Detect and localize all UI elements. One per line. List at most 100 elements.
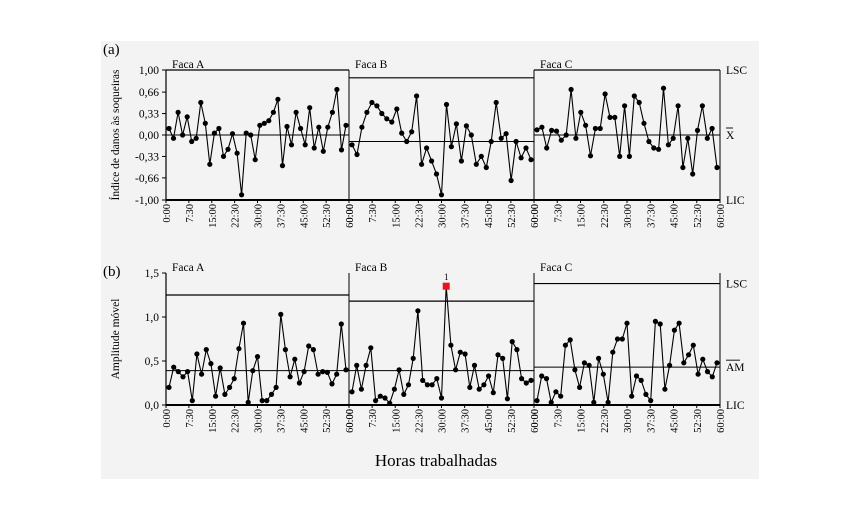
data-point	[358, 386, 364, 392]
data-point	[670, 135, 676, 141]
y-tick-label: 1,0	[145, 312, 160, 324]
data-point	[424, 145, 430, 151]
y-tick-label: 0,66	[139, 87, 159, 99]
x-tick-label: 7:30	[553, 204, 564, 223]
data-point	[573, 135, 579, 141]
data-point	[434, 376, 440, 382]
lcl-label: LIC	[726, 195, 745, 207]
data-point	[500, 355, 506, 361]
data-point	[252, 157, 258, 163]
y-tick-label: 0,33	[139, 109, 159, 121]
x-tick-label: 30:00	[623, 204, 634, 228]
data-point	[216, 125, 222, 132]
data-point	[239, 192, 245, 198]
data-point	[443, 101, 450, 108]
data-point	[486, 373, 492, 379]
data-point	[245, 399, 251, 405]
data-point	[185, 369, 191, 375]
segment-name: Faca A	[172, 262, 205, 274]
data-point	[523, 380, 529, 386]
data-point	[211, 130, 217, 136]
data-point	[543, 376, 550, 382]
data-point	[287, 374, 293, 380]
data-point	[217, 365, 223, 371]
data-point	[180, 132, 186, 138]
data-point	[478, 153, 484, 159]
data-point	[382, 395, 388, 401]
data-point	[369, 99, 375, 106]
data-point	[166, 384, 172, 390]
series-line	[536, 320, 718, 405]
data-point	[298, 125, 304, 132]
data-point	[433, 171, 440, 177]
data-point	[207, 161, 213, 167]
data-point	[578, 109, 584, 115]
data-point	[293, 109, 299, 115]
segment-name: Faca C	[540, 59, 573, 71]
data-point	[202, 120, 208, 126]
x-tick-label: 0:00	[162, 409, 173, 428]
data-point	[424, 382, 430, 388]
lcl-label: LIC	[726, 400, 745, 412]
data-point	[275, 96, 281, 102]
data-point	[311, 145, 317, 151]
x-tick-label: 0:00	[530, 204, 541, 223]
data-point	[438, 395, 445, 401]
x-tick-label: 15:00	[208, 409, 219, 433]
data-point	[508, 177, 514, 184]
x-tick-label: 15:00	[577, 409, 588, 433]
data-point	[467, 384, 473, 390]
x-tick-label: 60:00	[530, 409, 541, 433]
x-tick-label: 52:30	[693, 409, 704, 433]
data-point	[665, 142, 672, 148]
x-tick-label: 45:00	[670, 409, 681, 433]
x-tick-label: 37:30	[276, 409, 287, 433]
data-point	[373, 398, 379, 404]
y-tick-label: -1,00	[135, 195, 159, 207]
data-point	[714, 360, 720, 366]
out-of-control-label: 1	[444, 272, 449, 282]
x-tick-label: 37:30	[461, 409, 472, 433]
data-point	[199, 371, 205, 377]
x-tick-label: 22:30	[414, 204, 425, 228]
data-point	[222, 391, 228, 397]
data-point	[468, 132, 474, 138]
data-point	[709, 374, 715, 380]
y-tick-label: 0,0	[145, 400, 160, 412]
data-point	[194, 351, 200, 357]
data-point	[278, 311, 284, 317]
data-point	[324, 369, 330, 375]
data-point	[363, 362, 369, 368]
x-tick-label: 22:30	[600, 409, 611, 433]
data-point	[389, 119, 395, 125]
data-point	[310, 347, 316, 353]
data-point	[695, 371, 701, 377]
x-tick-label: 22:30	[231, 204, 242, 228]
data-point	[248, 132, 254, 138]
data-point	[315, 371, 321, 377]
data-point	[458, 158, 464, 164]
data-point	[364, 109, 370, 115]
x-tick-label: 37:30	[276, 204, 287, 228]
data-point	[587, 153, 594, 159]
x-tick-label: 45:00	[299, 204, 310, 228]
data-point	[396, 367, 402, 373]
data-point	[686, 352, 692, 358]
data-point	[175, 109, 181, 115]
data-point	[629, 393, 635, 399]
panel-label: (b)	[103, 264, 121, 280]
data-point	[662, 386, 668, 392]
x-tick-label: 30:00	[254, 204, 265, 228]
data-point	[338, 147, 345, 153]
data-point	[213, 393, 219, 399]
data-point	[264, 398, 270, 404]
x-tick-label: 0:00	[162, 204, 173, 223]
data-point	[544, 145, 550, 151]
data-point	[583, 122, 589, 128]
data-point	[284, 123, 290, 130]
x-tick-label: 7:30	[368, 409, 379, 428]
data-point	[320, 369, 326, 375]
data-point	[227, 384, 233, 390]
ucl-label: LSC	[726, 279, 747, 291]
